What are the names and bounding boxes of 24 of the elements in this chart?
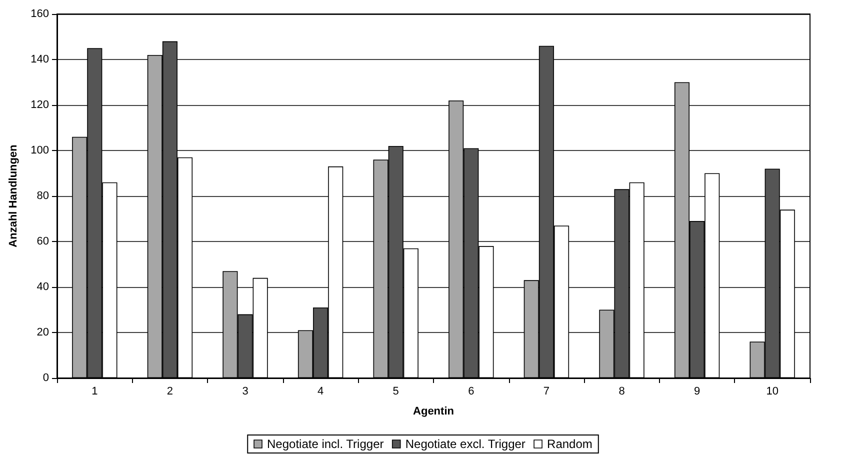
x-tick-label: 7: [543, 386, 550, 398]
y-tick-label: 80: [36, 190, 49, 202]
legend-label: Negotiate incl. Trigger: [267, 437, 384, 451]
y-tick-label: 40: [36, 281, 49, 293]
y-tick-label: 120: [30, 99, 49, 111]
y-tick-label: 60: [36, 236, 49, 248]
x-tick-label: 10: [766, 386, 778, 398]
x-tick-label: 4: [317, 386, 324, 398]
legend-label: Random: [547, 437, 592, 451]
x-tick-label: 5: [392, 386, 399, 398]
x-tick-label: 6: [468, 386, 474, 398]
x-tick-label: 8: [618, 386, 625, 398]
y-tick-label: 140: [30, 54, 49, 66]
y-tick-label: 100: [30, 144, 49, 156]
legend-label: Negotiate excl. Trigger: [405, 437, 526, 451]
y-axis-title: Anzahl Handlungen: [8, 144, 20, 248]
x-tick-label: 9: [694, 386, 700, 398]
x-axis-title: Agentin: [413, 406, 454, 418]
y-tick-label: 20: [36, 326, 49, 338]
y-tick-label: 160: [30, 8, 49, 20]
x-tick-label: 3: [242, 386, 248, 398]
y-tick-label: 0: [42, 372, 49, 384]
x-tick-label: 1: [92, 386, 98, 398]
x-tick-label: 2: [166, 386, 174, 398]
